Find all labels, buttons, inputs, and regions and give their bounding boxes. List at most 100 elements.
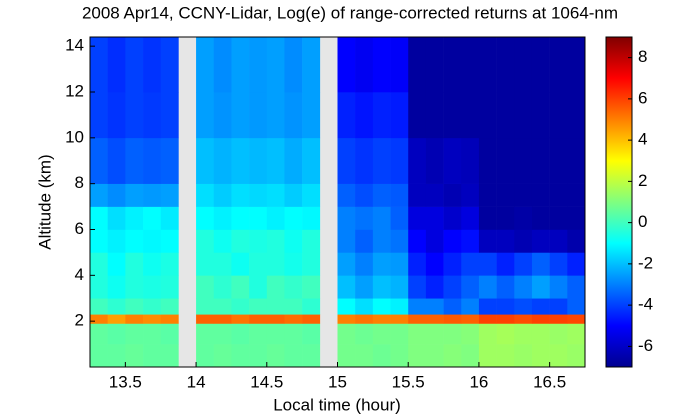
- heatmap-cell: [213, 344, 232, 368]
- heatmap-cell: [337, 206, 356, 230]
- heatmap-cell: [266, 229, 285, 253]
- heatmap-cell: [355, 137, 374, 184]
- heatmap-cell: [231, 314, 250, 324]
- heatmap-cell: [461, 344, 480, 368]
- heatmap-cell: [390, 344, 409, 368]
- heatmap-cell: [125, 229, 144, 253]
- heatmap-cell: [90, 252, 108, 276]
- heatmap-cell: [461, 92, 480, 139]
- heatmap-cell: [390, 229, 409, 253]
- heatmap-cell: [549, 275, 568, 299]
- heatmap-cell: [160, 183, 179, 207]
- heatmap-cell: [196, 344, 215, 368]
- heatmap-cell: [302, 206, 321, 230]
- heatmap-cell: [514, 137, 533, 184]
- heatmap-cell: [143, 252, 162, 276]
- heatmap-cell: [496, 314, 515, 324]
- heatmap-cell: [372, 298, 391, 315]
- heatmap-cell: [266, 298, 285, 315]
- heatmap-cell: [249, 323, 268, 345]
- heatmap-cell: [284, 229, 303, 253]
- heatmap-cell: [514, 275, 533, 299]
- heatmap-cell: [249, 183, 268, 207]
- heatmap-cell: [302, 229, 321, 253]
- heatmap-cell: [284, 323, 303, 345]
- heatmap-cell: [549, 344, 568, 368]
- heatmap-cell: [284, 37, 303, 93]
- heatmap-cell: [302, 183, 321, 207]
- heatmap-cell: [531, 137, 550, 184]
- heatmap-cell: [514, 37, 533, 93]
- heatmap-cell: [107, 183, 126, 207]
- heatmap-cell: [231, 183, 250, 207]
- heatmap-cell: [478, 137, 497, 184]
- heatmap-cell: [107, 137, 126, 184]
- heatmap-cell: [372, 314, 391, 324]
- heatmap-cell: [231, 229, 250, 253]
- heatmap-cell: [125, 37, 144, 93]
- heatmap-cell: [425, 229, 444, 253]
- heatmap-cell: [496, 275, 515, 299]
- heatmap-cell: [355, 92, 374, 139]
- heatmap-cell: [90, 275, 108, 299]
- heatmap-cell: [107, 314, 126, 324]
- heatmap-cell: [231, 323, 250, 345]
- heatmap-cell: [355, 344, 374, 368]
- heatmap-cell: [107, 252, 126, 276]
- heatmap-cell: [249, 206, 268, 230]
- heatmap-cell: [514, 206, 533, 230]
- y-tick-label: 8: [75, 173, 84, 192]
- heatmap-cell: [90, 206, 108, 230]
- heatmap-cell: [213, 275, 232, 299]
- y-tick-label: 12: [65, 81, 84, 100]
- heatmap-cell: [249, 37, 268, 93]
- heatmap-cell: [355, 37, 374, 93]
- heatmap-cell: [213, 183, 232, 207]
- heatmap-cell: [160, 37, 179, 93]
- heatmap-cell: [337, 298, 356, 315]
- heatmap-cell: [90, 92, 108, 139]
- heatmap-cell: [390, 137, 409, 184]
- heatmap-cell: [496, 323, 515, 345]
- heatmap-cell: [196, 275, 215, 299]
- heatmap-cell: [443, 229, 462, 253]
- heatmap-cell: [549, 323, 568, 345]
- heatmap-cell: [496, 37, 515, 93]
- heatmap-cell: [90, 37, 108, 93]
- heatmap-cell: [231, 37, 250, 93]
- heatmap-cell: [355, 323, 374, 345]
- heatmap-cell: [302, 314, 321, 324]
- heatmap-cell: [213, 206, 232, 230]
- heatmap-cell: [425, 92, 444, 139]
- heatmap-cell: [284, 206, 303, 230]
- heatmap-cell: [213, 252, 232, 276]
- heatmap-cell: [302, 323, 321, 345]
- heatmap-cell: [337, 137, 356, 184]
- heatmap-cell: [266, 275, 285, 299]
- heatmap-cell: [443, 183, 462, 207]
- heatmap-cell: [390, 275, 409, 299]
- x-tick-label: 13.5: [109, 372, 142, 391]
- heatmap-cell: [302, 137, 321, 184]
- heatmap-cell: [372, 344, 391, 368]
- x-tick-label: 15: [328, 372, 347, 391]
- heatmap-cell: [478, 344, 497, 368]
- x-tick-label: 14: [187, 372, 206, 391]
- heatmap-cell: [337, 183, 356, 207]
- heatmap-cell: [531, 92, 550, 139]
- heatmap-cell: [90, 137, 108, 184]
- heatmap-cell: [284, 92, 303, 139]
- heatmap-cell: [443, 92, 462, 139]
- heatmap-cell: [125, 323, 144, 345]
- heatmap-cell: [213, 298, 232, 315]
- heatmap-cell: [425, 344, 444, 368]
- heatmap-cell: [514, 183, 533, 207]
- heatmap-cell: [355, 183, 374, 207]
- heatmap-cell: [549, 314, 568, 324]
- heatmap-cell: [567, 314, 586, 324]
- heatmap-cell: [567, 183, 586, 207]
- heatmap-cell: [90, 314, 108, 324]
- heatmap-cell: [390, 37, 409, 93]
- heatmap-cell: [390, 183, 409, 207]
